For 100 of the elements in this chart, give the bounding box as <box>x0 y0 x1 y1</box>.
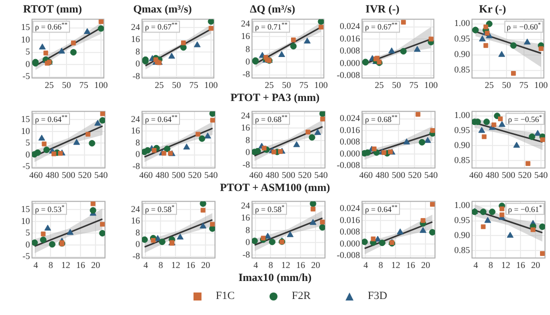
chart-title: ΔQ (m³/s) <box>250 3 296 16</box>
x-tick-label: 500 <box>392 170 406 180</box>
y-tick-label: 15 <box>21 22 30 32</box>
y-tick-label: 8 <box>136 227 140 238</box>
y-tick-label: 0.008 <box>340 136 360 147</box>
x-tick-label: 520 <box>188 170 202 180</box>
y-tick-label: 0.024 <box>340 113 360 124</box>
x-axis-title: PTOT + ASM100 (mm) <box>220 182 330 194</box>
y-tick-label: 0.000 <box>340 148 360 158</box>
y-tick-label: 0.95 <box>454 34 470 44</box>
y-tick-label: 0.95 <box>454 215 470 226</box>
x-tick-label: 75 <box>189 80 199 90</box>
x-tick-label: 25 <box>44 80 54 90</box>
y-tick-label: 24 <box>241 110 250 120</box>
x-tick-label: 480 <box>156 170 170 180</box>
x-tick-label: 480 <box>266 170 280 180</box>
y-tick-label: 24 <box>241 200 250 210</box>
x-tick-label: 4 <box>253 260 258 270</box>
y-tick-label: 0.85 <box>454 64 470 75</box>
x-tick-label: 540 <box>314 170 328 180</box>
y-tick-label: 0 <box>26 58 30 69</box>
y-tick-label: 16 <box>131 34 140 44</box>
y-tick-label: 5 <box>26 138 30 148</box>
x-tick-label: 25 <box>154 80 164 90</box>
x-tick-label: 75 <box>79 80 89 90</box>
legend-label: F3D <box>368 289 388 303</box>
y-tick-label: -8 <box>132 250 140 261</box>
x-tick-label: 50 <box>502 80 512 90</box>
y-tick-label: 16 <box>241 212 250 223</box>
legend-label: F1C <box>216 289 235 303</box>
x-tick-label: 540 <box>204 170 218 180</box>
y-tick-label: 0.024 <box>340 21 360 32</box>
x-tick-label: 4 <box>473 260 478 270</box>
y-tick-label: 0 <box>136 239 140 250</box>
y-tick-label: 16 <box>241 122 250 133</box>
x-tick-label: 50 <box>392 80 402 90</box>
y-tick-label: 8 <box>136 137 140 148</box>
x-tick-label: 8 <box>158 260 164 270</box>
chart-title: Qmax (m³/s) <box>133 3 192 16</box>
y-tick-label: 0 <box>246 237 250 248</box>
x-tick-label: 4 <box>363 260 368 270</box>
x-tick-label: 500 <box>62 170 76 180</box>
x-tick-label: 520 <box>408 170 422 180</box>
x-tick-label: 520 <box>78 170 92 180</box>
x-tick-label: 25 <box>264 80 274 90</box>
x-tick-label: 460 <box>249 170 264 180</box>
x-tick-label: 12 <box>501 260 510 270</box>
x-tick-label: 12 <box>61 260 70 270</box>
y-tick-label: 0.024 <box>340 203 360 214</box>
x-tick-label: 50 <box>62 80 72 90</box>
x-tick-label: 100 <box>424 80 438 90</box>
y-tick-label: -0.008 <box>336 70 360 80</box>
y-tick-label: 0.016 <box>340 214 360 225</box>
y-tick-label: 1.00 <box>454 200 470 210</box>
x-tick-label: 480 <box>46 170 60 180</box>
y-tick-label: 8 <box>246 134 250 145</box>
x-tick-label: 540 <box>534 170 548 180</box>
y-tick-label: -8 <box>242 249 250 260</box>
x-tick-label: 20 <box>201 260 211 270</box>
x-tick-label: 500 <box>172 170 186 180</box>
y-tick-label: 1.00 <box>454 18 470 28</box>
y-tick-label: -8 <box>242 69 250 80</box>
x-tick-label: 460 <box>29 170 44 180</box>
y-tick-label: 16 <box>241 31 250 42</box>
x-tick-label: 50 <box>172 80 182 90</box>
y-tick-label: 16 <box>131 216 140 226</box>
y-tick-label: 24 <box>131 204 140 214</box>
y-tick-label: 8 <box>246 224 250 235</box>
y-tick-label: 0 <box>246 56 250 66</box>
x-tick-label: 100 <box>314 80 328 90</box>
y-tick-label: 0.90 <box>454 230 470 240</box>
x-tick-label: 8 <box>268 260 274 270</box>
x-tick-label: 460 <box>469 170 484 180</box>
x-tick-label: 16 <box>186 260 196 270</box>
chart-title: IVR (-) <box>366 3 400 16</box>
y-tick-label: 0.016 <box>340 124 360 135</box>
y-tick-label: 0 <box>136 149 140 160</box>
y-tick-label: 0.90 <box>454 49 470 60</box>
chart-title: Kr (-) <box>479 3 506 16</box>
x-tick-label: 50 <box>282 80 292 90</box>
y-tick-label: 0.016 <box>340 33 360 44</box>
x-tick-label: 520 <box>518 170 532 180</box>
chart-title: RTOT (mm) <box>23 3 82 16</box>
x-tick-label: 12 <box>171 260 180 270</box>
y-tick-label: -5 <box>22 161 30 172</box>
x-tick-label: 100 <box>204 80 218 90</box>
y-tick-label: -0.008 <box>336 160 360 170</box>
y-tick-label: 0 <box>246 147 250 158</box>
x-tick-label: 16 <box>406 260 416 270</box>
y-tick-label: 15 <box>21 114 30 124</box>
y-tick-label: 0.85 <box>454 244 470 255</box>
x-tick-label: 500 <box>502 170 516 180</box>
x-tick-label: 8 <box>488 260 494 270</box>
y-tick-label: 24 <box>131 22 140 32</box>
x-tick-label: 75 <box>299 80 309 90</box>
x-axis-title: PTOT + PA3 (mm) <box>229 92 321 104</box>
y-tick-label: 16 <box>131 126 140 136</box>
x-tick-label: 8 <box>48 260 54 270</box>
y-tick-label: 0.008 <box>340 46 360 56</box>
x-tick-label: 16 <box>76 260 86 270</box>
